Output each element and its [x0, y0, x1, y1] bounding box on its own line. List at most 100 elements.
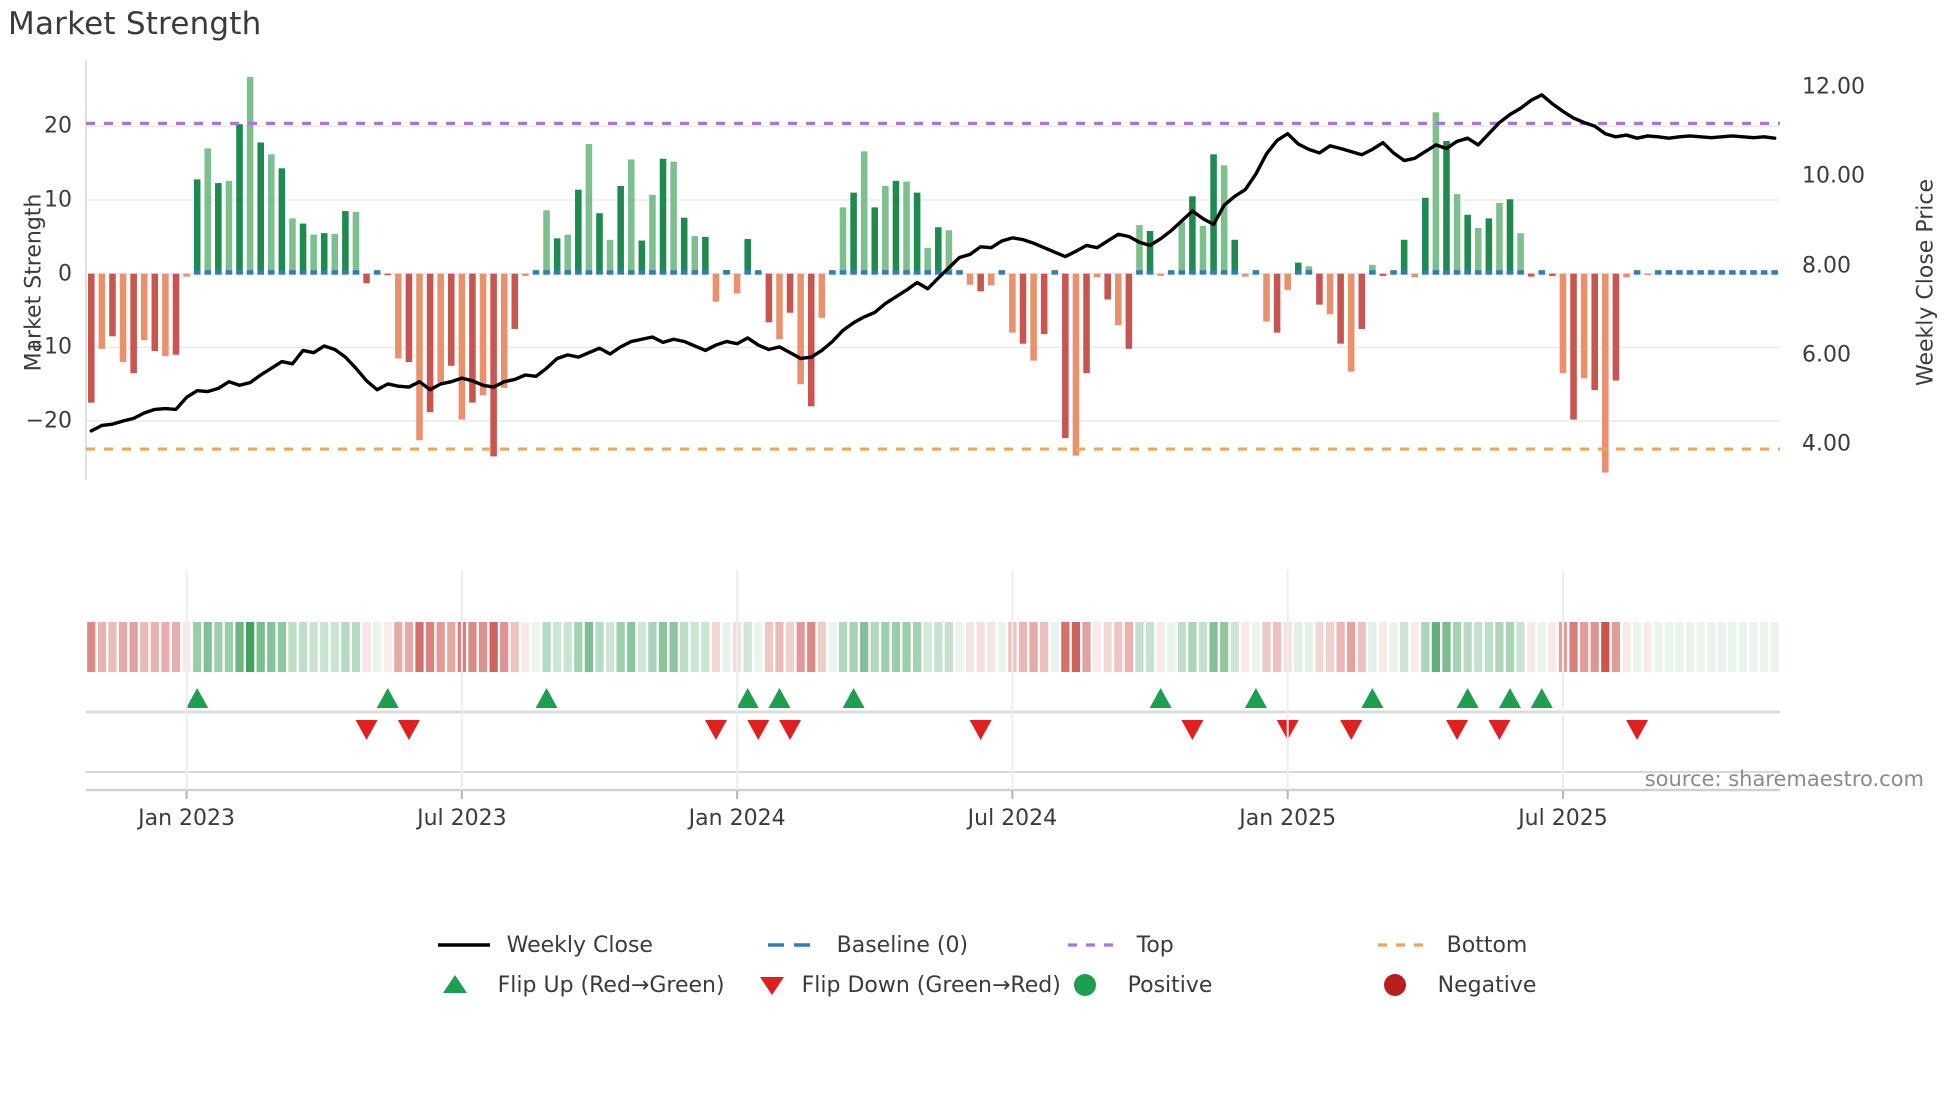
- dashed-line-swatch: [763, 936, 825, 954]
- flip-down-marker[interactable]: [397, 720, 420, 740]
- baseline-stub: [310, 270, 317, 275]
- baseline-stub: [543, 270, 550, 275]
- bar-positive: [543, 210, 550, 274]
- flip-up-marker[interactable]: [376, 688, 399, 708]
- flip-up-marker[interactable]: [842, 688, 865, 708]
- bar-negative: [1549, 273, 1556, 276]
- legend-item[interactable]: Positive: [1054, 972, 1364, 998]
- heatmap-cell: [1315, 622, 1324, 672]
- baseline-stub: [1496, 270, 1503, 275]
- heatmap-cell: [955, 622, 964, 672]
- flip-down-marker[interactable]: [747, 720, 770, 740]
- heatmap-cell: [1304, 622, 1313, 672]
- bar-negative: [511, 273, 519, 329]
- bar-positive: [850, 192, 857, 274]
- flip-down-marker[interactable]: [779, 720, 802, 740]
- heatmap-cell: [860, 622, 869, 672]
- flip-up-marker[interactable]: [736, 688, 759, 708]
- flip-down-marker[interactable]: [1446, 720, 1469, 740]
- flip-up-marker[interactable]: [535, 688, 558, 708]
- dotted-line-swatch: [1067, 943, 1120, 947]
- flip-up-marker[interactable]: [1149, 688, 1172, 708]
- flip-down-marker[interactable]: [1626, 720, 1649, 740]
- bar-negative: [1273, 273, 1281, 333]
- heatmap-cell: [1548, 622, 1557, 672]
- bar-positive: [1443, 141, 1450, 274]
- baseline-stub: [596, 270, 603, 275]
- heatmap-cell: [1410, 622, 1419, 672]
- bar-negative: [1316, 273, 1323, 305]
- flip-up-marker[interactable]: [1499, 688, 1522, 708]
- flip-down-marker[interactable]: [1181, 720, 1204, 740]
- flip-down-marker[interactable]: [704, 720, 727, 740]
- heatmap-cell: [1018, 622, 1028, 672]
- flip-up-marker[interactable]: [1456, 688, 1479, 708]
- bar-positive: [1220, 165, 1228, 274]
- bar-negative: [1602, 273, 1609, 473]
- heatmap-cell: [595, 622, 604, 672]
- heatmap-cell: [553, 622, 562, 672]
- heatmap-cell: [1230, 622, 1239, 672]
- flip-up-marker[interactable]: [768, 688, 791, 708]
- heatmap-cell: [817, 622, 826, 672]
- bar-positive: [278, 168, 286, 274]
- bar-positive: [903, 181, 910, 274]
- heatmap-cell: [1696, 622, 1705, 672]
- heatmap-cell: [1135, 622, 1144, 672]
- flip-up-marker[interactable]: [1244, 688, 1267, 708]
- triangle-up-marker: [442, 975, 467, 993]
- bar-positive: [331, 233, 339, 274]
- bar-positive: [744, 239, 752, 274]
- baseline-stub: [935, 270, 942, 275]
- heatmap-cell: [743, 622, 752, 672]
- heatmap-cell: [944, 622, 954, 672]
- legend-item[interactable]: Baseline (0): [763, 933, 1063, 958]
- heatmap-cell: [1654, 622, 1663, 672]
- legend-item[interactable]: Weekly Close: [433, 933, 763, 958]
- legend-item[interactable]: Bottom: [1373, 932, 1528, 958]
- bar-positive: [649, 194, 656, 274]
- dotted-line-swatch: [1373, 936, 1435, 954]
- baseline-stub: [670, 270, 677, 275]
- baseline-stub: [1167, 270, 1175, 275]
- baseline-stub: [659, 270, 667, 275]
- legend-item-label: Bottom: [1446, 932, 1528, 958]
- baseline-stub: [691, 270, 699, 275]
- flip-up-marker[interactable]: [1361, 688, 1384, 708]
- baseline-stub: [1707, 270, 1715, 275]
- heatmap-cell: [1082, 622, 1091, 672]
- heatmap-cell: [478, 622, 488, 672]
- heatmap-cell: [1505, 622, 1515, 672]
- bar-positive: [1178, 222, 1186, 274]
- flip-down-marker[interactable]: [1488, 720, 1511, 740]
- flip-up-marker[interactable]: [186, 688, 209, 708]
- legend-item[interactable]: Flip Up (Red→Green): [424, 972, 754, 998]
- baseline-stub: [1210, 270, 1217, 275]
- legend-row-markers: Flip Up (Red→Green) Flip Down (Green→Red)…: [0, 965, 1960, 1005]
- heatmap-cell: [1145, 622, 1155, 672]
- flip-down-marker[interactable]: [355, 720, 378, 740]
- bar-positive: [1517, 233, 1524, 274]
- heatmap-cell: [976, 622, 985, 672]
- bar-negative: [479, 273, 487, 396]
- legend-item[interactable]: Top: [1063, 933, 1373, 958]
- legend-item[interactable]: Negative: [1364, 972, 1536, 998]
- bar-positive: [871, 207, 879, 274]
- baseline-stub: [267, 270, 275, 275]
- baseline-stub: [246, 270, 254, 275]
- baseline-stub: [850, 270, 857, 275]
- weekly-close-line: [89, 93, 1777, 433]
- legend-item[interactable]: Flip Down (Green→Red): [754, 972, 1061, 998]
- heatmap-cell: [605, 622, 615, 672]
- bar-positive: [204, 148, 212, 274]
- heatmap-cell: [330, 622, 339, 672]
- heatmap-cell: [1685, 622, 1695, 672]
- flip-up-marker[interactable]: [1530, 688, 1553, 708]
- baseline-stub: [1443, 270, 1450, 275]
- bar-positive: [310, 234, 317, 274]
- flip-down-marker[interactable]: [969, 720, 992, 740]
- dotted-line-swatch: [1063, 936, 1125, 954]
- heatmap-cell: [193, 622, 202, 672]
- flip-down-marker[interactable]: [1340, 720, 1363, 740]
- bar-negative: [384, 273, 392, 276]
